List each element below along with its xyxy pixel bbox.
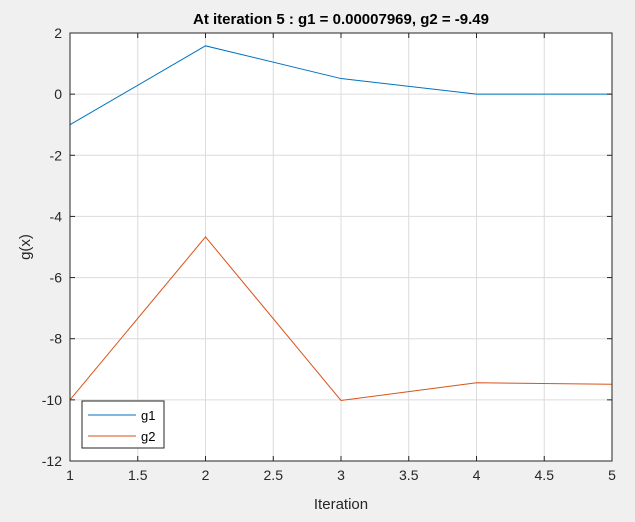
y-tick-label: -10 <box>42 392 62 408</box>
x-tick-label: 4.5 <box>535 467 555 483</box>
chart-title: At iteration 5 : g1 = 0.00007969, g2 = -… <box>193 11 489 28</box>
y-tick-label: 2 <box>54 25 62 41</box>
x-tick-label: 2.5 <box>264 467 284 483</box>
y-tick-label: -12 <box>42 453 62 469</box>
x-tick-label: 3 <box>337 467 345 483</box>
x-tick-label: 1 <box>66 467 74 483</box>
legend-box <box>81 400 165 449</box>
x-axis-label: Iteration <box>314 496 368 513</box>
y-tick-label: -4 <box>50 208 63 224</box>
x-tick-label: 3.5 <box>399 467 419 483</box>
series-line-g1 <box>69 45 612 126</box>
legend-label-g1: g1 <box>141 408 155 423</box>
y-tick-label: -8 <box>50 331 63 347</box>
x-tick-label: 5 <box>608 467 616 483</box>
series-lines <box>69 45 613 402</box>
legend: g1 g2 <box>81 400 165 449</box>
legend-label-g2: g2 <box>141 429 155 444</box>
axis-ticks <box>69 32 613 462</box>
tick-labels: 1 1.5 2 2.5 3 3.5 4 4.5 5 -12 -10 -8 -6 -4 -2 0 2 <box>42 25 616 483</box>
y-axis-label: g(x) <box>17 234 34 260</box>
y-tick-label: 0 <box>54 86 62 102</box>
series-line-g2 <box>69 236 613 402</box>
x-tick-label: 1.5 <box>128 467 148 483</box>
y-tick-label: -6 <box>50 270 63 286</box>
y-tick-label: -2 <box>50 147 63 163</box>
x-tick-label: 4 <box>473 467 481 483</box>
x-tick-label: 2 <box>202 467 210 483</box>
